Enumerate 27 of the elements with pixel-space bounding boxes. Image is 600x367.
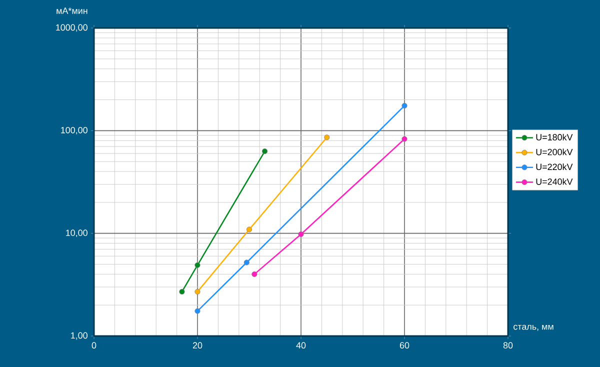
point <box>324 134 330 140</box>
point <box>244 260 250 266</box>
y-axis-title: мА*мин <box>56 8 88 14</box>
legend-label: U=180kV <box>536 134 573 140</box>
point <box>194 262 200 268</box>
y-tick-label: 1,00 <box>71 332 88 340</box>
point <box>262 148 268 154</box>
point <box>402 136 408 142</box>
y-tick-label: 100,00 <box>61 126 88 134</box>
point <box>298 231 304 238</box>
point <box>194 308 200 314</box>
x-tick-label: 60 <box>400 342 410 349</box>
point <box>252 271 258 277</box>
x-axis-title: сталь, мм <box>514 324 554 331</box>
x-tick-label: 20 <box>192 342 202 349</box>
x-tick-label: 80 <box>503 342 513 349</box>
point <box>402 102 408 109</box>
legend-label: U=220kV <box>536 163 573 170</box>
x-tick-label: 0 <box>92 342 96 349</box>
legend-label: U=240kV <box>536 178 573 185</box>
x-tick-label: 40 <box>296 342 306 349</box>
point <box>194 288 200 295</box>
point <box>179 288 185 295</box>
legend-label: U=200kV <box>536 148 573 156</box>
point <box>246 226 252 232</box>
y-tick-label: 1000,00 <box>56 24 88 32</box>
y-tick-label: 10,00 <box>66 230 88 238</box>
